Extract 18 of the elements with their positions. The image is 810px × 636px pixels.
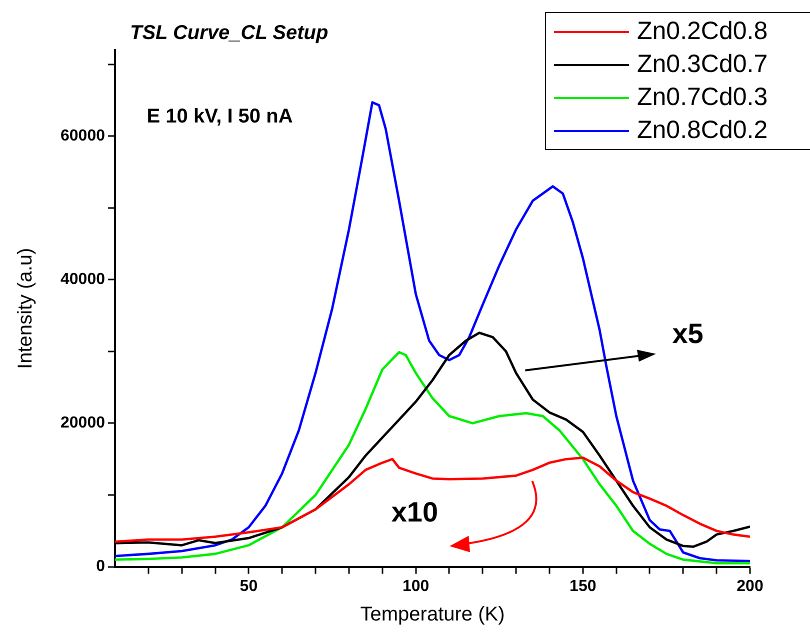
legend-label: Zn0.7Cd0.3: [637, 82, 768, 113]
y-tick-label: 20000: [60, 414, 106, 432]
annotation: x10: [391, 496, 438, 528]
chart-title: TSL Curve_CL Setup: [130, 22, 328, 45]
x-axis-title: Temperature (K): [360, 604, 505, 626]
legend-label: Zn0.2Cd0.8: [637, 16, 768, 47]
y-axis-title: Intensity (a.u): [14, 248, 37, 369]
y-tick-label: 0: [96, 558, 106, 576]
y-tick-label: 60000: [60, 128, 106, 145]
x-tick-label: 50: [240, 578, 258, 595]
legend-label: Zn0.3Cd0.7: [637, 49, 768, 80]
legend-label: Zn0.8Cd0.2: [637, 115, 768, 146]
x-tick-label: 200: [736, 578, 764, 595]
y-tick-label: 40000: [60, 271, 106, 288]
x-tick-label: 100: [402, 578, 430, 595]
annotation: E 10 kV, I 50 nA: [146, 106, 293, 128]
annotation: x5: [672, 318, 704, 349]
x-tick-label: 150: [570, 578, 596, 595]
